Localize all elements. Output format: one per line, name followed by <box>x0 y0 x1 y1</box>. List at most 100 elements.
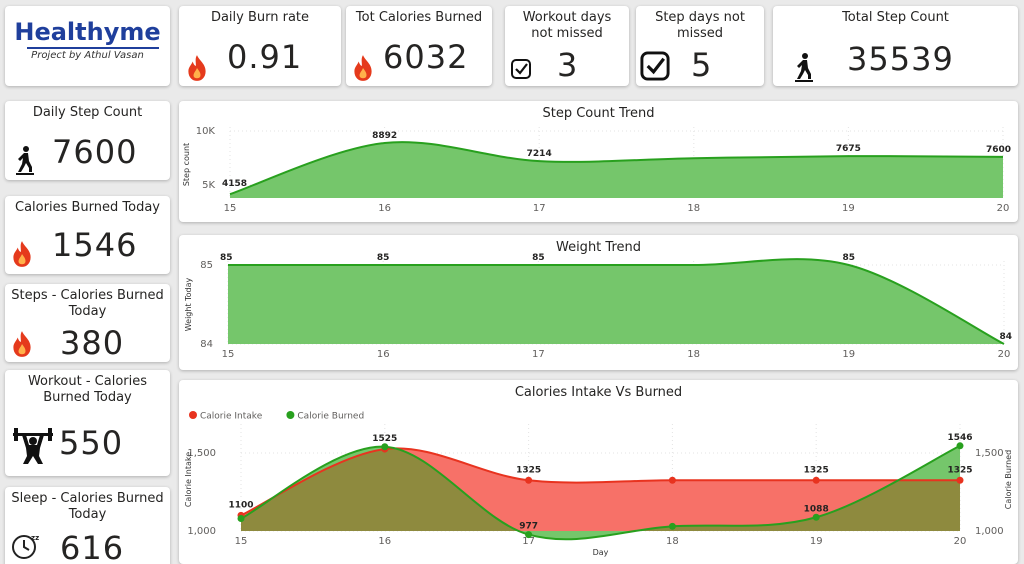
kpi-title: Total Step Count <box>842 10 949 25</box>
x-tick-label: 18 <box>687 203 700 214</box>
calorie-burned-point <box>525 531 533 539</box>
legend-marker <box>189 411 197 419</box>
kpi-value: 550 <box>59 424 124 462</box>
legend-marker <box>286 411 295 419</box>
kpi-total-calories-burned: Tot Calories Burned 6032 <box>346 6 492 86</box>
kpi-title: Sleep - Calories Burned Today <box>11 491 164 522</box>
legend-label: Calorie Intake <box>200 412 263 422</box>
x-tick-label: 16 <box>377 349 390 360</box>
calorie-intake-point <box>956 476 964 484</box>
data-label: 977 <box>519 522 538 532</box>
logo-card: Healthyme Project by Athul Vasan <box>5 6 170 86</box>
x-tick-label: 18 <box>687 349 700 360</box>
kpi-title: Workout - Calories Burned Today <box>27 374 148 405</box>
y-tick-label: 1,500 <box>187 448 216 459</box>
data-label: 1325 <box>804 465 829 475</box>
kpi-daily-step-count: Daily Step Count 7600 <box>5 101 170 180</box>
y-tick-label-right: 1,500 <box>975 448 1004 459</box>
data-label: 85 <box>843 253 856 263</box>
x-tick-label: 15 <box>224 203 237 214</box>
kpi-sleep-calories-burned: Sleep - Calories Burned Today zz 616 <box>5 487 170 564</box>
step-count-trend-card: Step Count Trend 5K 10K 15 16 17 18 19 20 Step c… <box>179 101 1018 222</box>
sleep-clock-icon: zz <box>12 534 39 559</box>
x-tick-label: 16 <box>378 536 391 547</box>
x-tick-label: 17 <box>532 349 545 360</box>
x-tick-label: 17 <box>522 536 535 547</box>
x-tick-label: 15 <box>235 536 248 547</box>
kpi-value: 35539 <box>847 40 954 78</box>
y-tick-label: 1,000 <box>187 526 216 537</box>
x-tick-label: 19 <box>842 203 855 214</box>
kpi-workout-days: Workout days not missed 3 <box>505 6 629 86</box>
kpi-steps-calories-burned: Steps - Calories Burned Today 380 <box>5 284 170 362</box>
kpi-workout-calories-burned: Workout - Calories Burned Today 550 <box>5 370 170 476</box>
x-tick-label: 17 <box>533 203 546 214</box>
kpi-title: Steps - Calories Burned Today <box>11 288 164 319</box>
series-area <box>230 142 1003 198</box>
kpi-step-days: Step days not missed 5 <box>636 6 764 86</box>
x-tick-label: 19 <box>842 349 855 360</box>
flame-icon <box>13 331 31 357</box>
calories-intake-vs-burned-chart[interactable]: 1,000 1,500 15 16 17 18 19 20 Calorie Intake Calo… <box>179 380 1018 564</box>
chart-title: Weight Trend <box>555 240 641 255</box>
kpi-title: Daily Burn rate <box>210 10 310 25</box>
legend-label: Calorie Burned <box>297 412 364 422</box>
data-label: 85 <box>377 253 390 263</box>
y-axis-label-right: Calorie Burned <box>1004 450 1013 509</box>
data-label: 1100 <box>228 500 253 510</box>
kpi-value: 380 <box>60 324 125 362</box>
data-label: 1325 <box>516 465 541 475</box>
calorie-intake-point <box>525 476 533 484</box>
kpi-daily-burn-rate: Daily Burn rate 0.91 <box>179 6 341 86</box>
overlap-area <box>241 448 960 531</box>
series-area <box>228 259 1004 344</box>
app-title: Healthyme <box>14 18 161 46</box>
series-line <box>228 258 1005 345</box>
chart-title: Step Count Trend <box>542 106 655 121</box>
data-label: 1325 <box>947 465 972 475</box>
y-tick-label: 10K <box>196 126 216 137</box>
svg-text:zz: zz <box>31 534 39 542</box>
kpi-value: 6032 <box>383 38 469 76</box>
kpi-value: 7600 <box>52 133 138 171</box>
weight-trend-chart[interactable]: 84 85 15 16 17 18 19 20 Weight Today 85 85 85 85 84 <box>179 235 1018 370</box>
x-axis-label: Day <box>593 548 609 557</box>
title-underline <box>27 47 159 49</box>
y-tick-label: 85 <box>200 260 213 271</box>
step-count-trend-chart[interactable]: 5K 10K 15 16 17 18 19 20 Step count 4158 8892 7214 7… <box>179 101 1018 222</box>
y-tick-label: 5K <box>202 180 215 191</box>
x-tick-label: 19 <box>810 536 823 547</box>
x-tick-label: 16 <box>378 203 391 214</box>
app-subtitle: Project by Athul Vasan <box>31 50 144 61</box>
check-icon <box>511 59 531 79</box>
data-label: 1525 <box>372 434 397 444</box>
x-tick-label: 18 <box>666 536 679 547</box>
calorie-intake-point <box>812 476 820 484</box>
y-axis-label: Weight Today <box>184 277 193 331</box>
x-tick-label: 20 <box>997 203 1010 214</box>
calorie-intake-line <box>240 447 960 517</box>
data-label: 1088 <box>804 504 829 514</box>
walking-person-icon <box>16 146 34 175</box>
y-axis-label: Step count <box>182 143 191 186</box>
data-label: 7214 <box>527 149 552 159</box>
kpi-total-step-count: Total Step Count 35539 <box>773 6 1018 86</box>
y-tick-label-right: 1,000 <box>975 526 1004 537</box>
data-label: 8892 <box>372 131 397 141</box>
calorie-burned-point <box>668 522 676 530</box>
calorie-burned-point <box>381 443 389 451</box>
chart-title: Calories Intake Vs Burned <box>514 385 683 400</box>
calorie-burned-point <box>237 515 245 523</box>
x-tick-label: 15 <box>222 349 235 360</box>
data-label: 85 <box>532 253 545 263</box>
calorie-intake-point <box>668 476 676 484</box>
kpi-title: Step days not missed <box>655 10 745 41</box>
y-tick-label: 84 <box>200 339 213 350</box>
calorie-burned-point <box>812 513 820 521</box>
data-label: 85 <box>220 253 233 263</box>
calories-intake-vs-burned-card: Calories Intake Vs Burned 1,000 1,500 15 16… <box>179 380 1018 564</box>
kpi-title: Tot Calories Burned <box>355 10 483 25</box>
weight-trend-card: Weight Trend 84 85 15 16 17 18 19 20 Weight Toda… <box>179 235 1018 370</box>
flame-icon <box>354 55 372 81</box>
kpi-value: 0.91 <box>227 38 303 76</box>
